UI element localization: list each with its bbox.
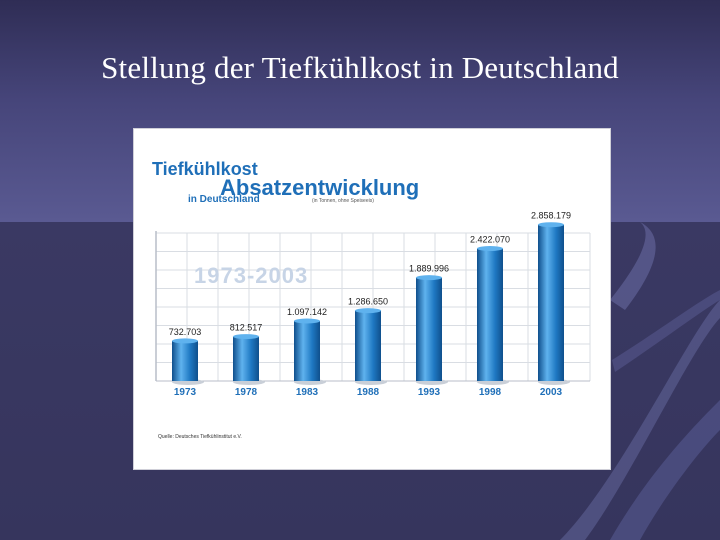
bar-cap (538, 222, 564, 228)
chart-period-watermark: 1973-2003 (194, 263, 308, 288)
chart-x-ticks: 1973 1978 1983 1988 1993 1998 2003 (174, 387, 563, 398)
value-label: 2.422.070 (470, 235, 510, 245)
value-label: 812.517 (230, 323, 263, 333)
x-tick-label: 1973 (174, 387, 197, 398)
chart-value-labels: 732.703 812.517 1.097.142 1.286.650 1.889.99… (169, 211, 571, 337)
value-label: 732.703 (169, 327, 202, 337)
bar-cap (294, 318, 320, 324)
bar-1998 (477, 248, 503, 381)
bar-chart: Tiefkühlkost Absatzentwicklung in Deutsc… (152, 159, 591, 440)
bar-cap (172, 338, 198, 344)
value-label: 2.858.179 (531, 211, 571, 221)
chart-bars (172, 222, 570, 385)
bar-cap (477, 246, 503, 252)
x-tick-label: 1993 (418, 387, 441, 398)
value-label: 1.286.650 (348, 297, 388, 307)
bar-cap (416, 275, 442, 281)
chart-title-line2: Absatzentwicklung (220, 175, 419, 200)
chart-title-line1: Tiefkühlkost (152, 159, 258, 179)
x-tick-label: 1988 (357, 387, 380, 398)
x-tick-label: 1998 (479, 387, 502, 398)
x-tick-label: 1978 (235, 387, 258, 398)
chart-subtitle: (in Tonnen, ohne Speiseeis) (312, 198, 374, 204)
value-label: 1.097.142 (287, 307, 327, 317)
value-label: 1.889.996 (409, 264, 449, 274)
chart-source: Quelle: Deutsches Tiefkühlinstitut e.V. (158, 434, 242, 440)
bar-1973 (172, 340, 198, 381)
bar-1993 (416, 277, 442, 381)
x-tick-label: 1983 (296, 387, 319, 398)
x-tick-label: 2003 (540, 387, 563, 398)
slide-title: Stellung der Tiefkühlkost in Deutschland (101, 50, 619, 85)
bar-1983 (294, 321, 320, 381)
bar-cap (355, 308, 381, 314)
bar-2003 (538, 224, 564, 381)
chart-image: Tiefkühlkost Absatzentwicklung in Deutsc… (133, 128, 611, 470)
bar-1988 (355, 310, 381, 381)
chart-title-line3: in Deutschland (188, 194, 260, 205)
bar-cap (233, 334, 259, 340)
bar-1978 (233, 336, 259, 381)
